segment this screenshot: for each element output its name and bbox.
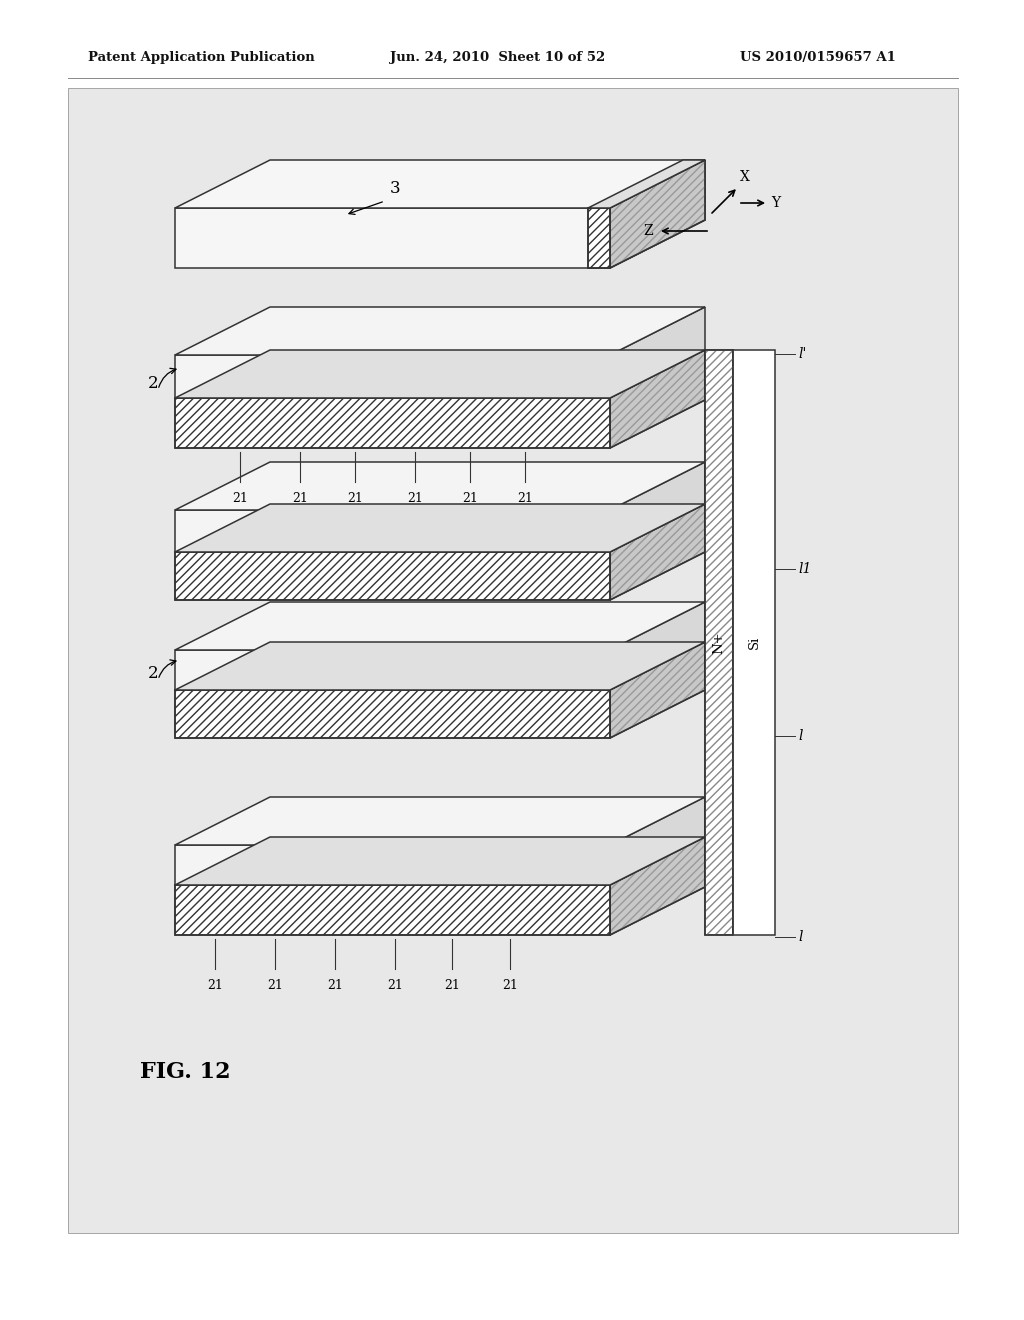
Text: Jun. 24, 2010  Sheet 10 of 52: Jun. 24, 2010 Sheet 10 of 52 (390, 51, 605, 65)
Polygon shape (175, 209, 610, 268)
Text: l: l (798, 931, 803, 944)
Text: FIG. 12: FIG. 12 (140, 1061, 230, 1082)
Text: Z: Z (643, 224, 653, 238)
Polygon shape (610, 160, 705, 268)
Polygon shape (175, 602, 705, 649)
Polygon shape (610, 160, 705, 268)
Polygon shape (175, 845, 610, 884)
Text: US 2010/0159657 A1: US 2010/0159657 A1 (740, 51, 896, 65)
Polygon shape (175, 308, 705, 355)
Polygon shape (610, 350, 705, 447)
Text: Patent Application Publication: Patent Application Publication (88, 51, 314, 65)
Polygon shape (705, 350, 733, 935)
Polygon shape (610, 837, 705, 935)
Text: 21: 21 (267, 979, 283, 993)
Polygon shape (175, 797, 705, 845)
Polygon shape (610, 308, 705, 399)
Polygon shape (610, 642, 705, 738)
Polygon shape (175, 642, 705, 690)
Text: X: X (740, 170, 750, 183)
Polygon shape (175, 399, 610, 447)
Text: 21: 21 (444, 979, 460, 993)
Text: 21: 21 (408, 492, 423, 506)
Polygon shape (175, 350, 705, 399)
Polygon shape (610, 504, 705, 601)
Polygon shape (588, 209, 610, 268)
FancyBboxPatch shape (68, 88, 958, 1233)
Text: 21: 21 (292, 492, 308, 506)
Text: 21: 21 (347, 492, 362, 506)
Text: l': l' (798, 347, 806, 360)
Polygon shape (175, 552, 610, 601)
Polygon shape (610, 602, 705, 690)
Text: N+: N+ (713, 631, 725, 653)
Polygon shape (175, 884, 610, 935)
Text: 2: 2 (147, 665, 159, 682)
Text: l: l (798, 729, 803, 743)
Text: Y: Y (771, 195, 780, 210)
Text: Si: Si (748, 636, 761, 649)
Text: 21: 21 (517, 492, 532, 506)
Polygon shape (588, 160, 705, 209)
Text: 21: 21 (327, 979, 343, 993)
Polygon shape (175, 837, 705, 884)
Text: 3: 3 (390, 180, 400, 197)
Text: 21: 21 (502, 979, 518, 993)
Text: 2: 2 (147, 375, 159, 392)
Polygon shape (175, 649, 610, 690)
Polygon shape (175, 160, 705, 209)
Polygon shape (610, 462, 705, 552)
Text: 21: 21 (462, 492, 478, 506)
Polygon shape (175, 355, 610, 399)
Text: 21: 21 (232, 492, 248, 506)
Polygon shape (733, 350, 775, 935)
Polygon shape (610, 797, 705, 884)
Text: 21: 21 (387, 979, 402, 993)
Text: l1: l1 (798, 562, 811, 576)
Polygon shape (175, 510, 610, 552)
Polygon shape (175, 690, 610, 738)
Polygon shape (175, 504, 705, 552)
Text: 21: 21 (207, 979, 223, 993)
Polygon shape (175, 462, 705, 510)
